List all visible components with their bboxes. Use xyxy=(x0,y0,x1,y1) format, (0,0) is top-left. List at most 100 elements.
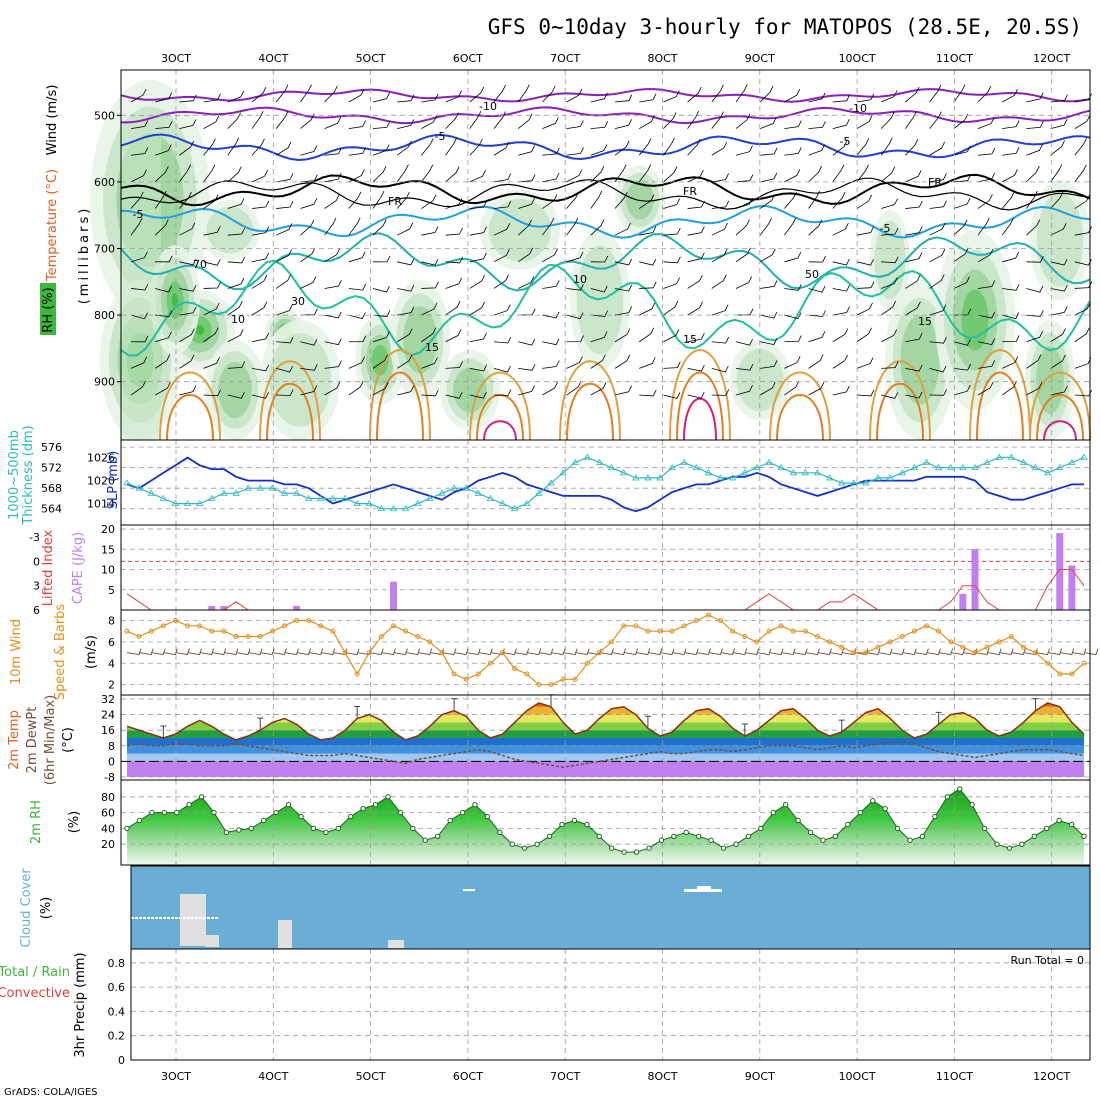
wind10m-barb-8 xyxy=(223,648,239,656)
wind-barb xyxy=(372,354,388,369)
wind-barb xyxy=(905,170,922,183)
precip-label: 3hr Precip (mm) xyxy=(73,952,88,1057)
thickness-marker-35 xyxy=(547,479,555,486)
wind-barb xyxy=(251,200,270,209)
minmax-bar-11 xyxy=(257,717,264,731)
wind-barb xyxy=(711,223,728,236)
wind10m-point-18 xyxy=(342,650,348,656)
wind-barb xyxy=(687,274,703,289)
thickness-marker-47 xyxy=(692,463,701,471)
wind-barb xyxy=(324,147,342,156)
wind-barb xyxy=(832,94,851,103)
speed-barbs-label: Speed & Barbs xyxy=(53,604,68,701)
wind-barb xyxy=(1050,164,1063,183)
wind10m-point-65 xyxy=(911,628,917,634)
wind-barb xyxy=(663,166,678,183)
thickness-marker-62 xyxy=(874,474,882,481)
wind10m-barb-72 xyxy=(999,648,1014,656)
temp2m-tick-1: 0 xyxy=(108,755,115,768)
rh-blob-15-3 xyxy=(961,289,989,351)
wind-barb xyxy=(881,256,899,264)
thickness-marker-70 xyxy=(971,463,979,471)
isotherm-4 xyxy=(120,177,1091,211)
slp-line xyxy=(126,456,1084,513)
thickness-marker-26 xyxy=(438,489,446,496)
wind-barb xyxy=(977,248,994,263)
x-tick-bottom-5: 8OCT xyxy=(647,1070,677,1083)
wind-barb xyxy=(735,198,753,209)
wind-barb xyxy=(566,251,584,263)
wind-barb xyxy=(1002,251,1020,263)
rh2m-point-39 xyxy=(609,845,615,851)
wind-barb xyxy=(179,164,192,183)
wind-barb xyxy=(687,111,700,129)
wind-barb xyxy=(445,112,459,129)
wind10m-point-34 xyxy=(536,682,542,688)
wind10m-barb-14 xyxy=(296,648,312,656)
wind-barb xyxy=(977,172,996,183)
wind-barb xyxy=(880,166,896,183)
rh2m-point-36 xyxy=(571,817,578,824)
wind10m-barb-73 xyxy=(1011,648,1026,656)
rh2m-point-26 xyxy=(447,817,453,824)
thickness-marker-55 xyxy=(789,469,797,476)
wind10m-point-7 xyxy=(209,628,215,634)
wind-barb xyxy=(155,92,173,103)
rh2m-point-23 xyxy=(410,825,416,832)
wind-barb xyxy=(687,226,705,236)
wind10m-point-9 xyxy=(233,634,239,640)
panel-temp2m: -8 0 8 16 24 32 2m Temp 2m DewPt (6hr Min/Max… xyxy=(7,693,1091,785)
rh2m-point-73 xyxy=(1031,833,1037,839)
wind-barb xyxy=(324,360,342,369)
wind-barb xyxy=(832,354,848,369)
rh2m-point-17 xyxy=(335,825,341,832)
wind-barb xyxy=(1002,284,1020,291)
cape-bars xyxy=(208,533,1076,610)
wind10m-barb-50 xyxy=(732,648,748,656)
wind-barb xyxy=(905,138,919,156)
cloud-low-block-1 xyxy=(205,935,219,947)
wind-barb xyxy=(155,382,171,396)
wind-barb xyxy=(251,87,267,103)
wind-barb xyxy=(421,194,437,209)
x-tick-top-4: 7OCT xyxy=(550,52,580,65)
warm-lobe-5-2 xyxy=(683,397,717,441)
wind-barb xyxy=(276,304,293,316)
warm-lobe-8-1 xyxy=(976,371,1024,441)
warm-lobe-4-0 xyxy=(559,360,621,441)
wind-barb xyxy=(1002,147,1020,156)
rh2m-point-67 xyxy=(957,786,963,792)
wind-barb xyxy=(493,223,511,236)
wind-barb xyxy=(784,191,797,209)
contour-label-8: FR xyxy=(928,176,942,189)
wind-barb xyxy=(397,222,414,236)
wind-barb xyxy=(832,191,846,209)
wind-barb xyxy=(784,356,801,369)
wind10m-point-60 xyxy=(851,650,857,656)
wind-barb xyxy=(517,247,534,263)
wind-barb xyxy=(905,86,920,103)
wind-barb xyxy=(929,365,947,373)
panel-wind10m-frame xyxy=(120,609,1091,696)
x-tick-bottom-6: 9OCT xyxy=(745,1070,775,1083)
rh2m-point-53 xyxy=(783,802,789,808)
wind-barb xyxy=(179,385,197,396)
temp2m-fill xyxy=(127,702,1084,777)
wind-barb xyxy=(614,284,633,292)
cloud-cover-label: Cloud Cover xyxy=(19,868,34,948)
wind-barb xyxy=(517,219,532,236)
wind-barb xyxy=(251,138,265,156)
wind-barb xyxy=(227,301,243,316)
li-tick-1: 0 xyxy=(33,555,40,568)
rh2m-line xyxy=(124,786,1087,855)
wind-barb xyxy=(1050,328,1066,343)
wind-barb xyxy=(227,112,241,129)
wind-barb xyxy=(1026,165,1040,183)
cape-tick-0: 5 xyxy=(108,584,115,597)
rh2m-point-6 xyxy=(198,794,205,800)
thickness-marker-50 xyxy=(728,474,737,481)
wind-barb xyxy=(493,249,510,263)
wind-barb xyxy=(832,222,849,236)
wind-barb xyxy=(542,85,556,103)
rh2m-tick-1: 40 xyxy=(101,822,115,835)
